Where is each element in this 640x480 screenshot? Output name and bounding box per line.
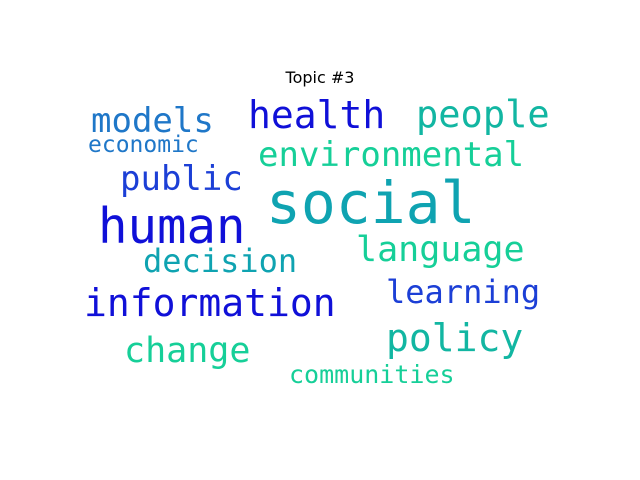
word-policy: policy bbox=[386, 316, 524, 360]
wordcloud-title: Topic #3 bbox=[285, 68, 355, 87]
word-people: people bbox=[416, 93, 550, 136]
word-health: health bbox=[248, 93, 386, 137]
word-environmental: environmental bbox=[258, 135, 525, 175]
word-learning: learning bbox=[386, 273, 541, 311]
word-information: information bbox=[84, 281, 336, 325]
word-economic: economic bbox=[88, 132, 199, 158]
word-communities: communities bbox=[289, 360, 455, 389]
word-language: language bbox=[356, 230, 525, 270]
word-public: public bbox=[120, 159, 243, 199]
word-social: social bbox=[266, 169, 476, 237]
word-human: human bbox=[98, 198, 246, 255]
word-change: change bbox=[124, 331, 251, 371]
word-decision: decision bbox=[143, 242, 298, 280]
word-models: models bbox=[91, 101, 214, 141]
